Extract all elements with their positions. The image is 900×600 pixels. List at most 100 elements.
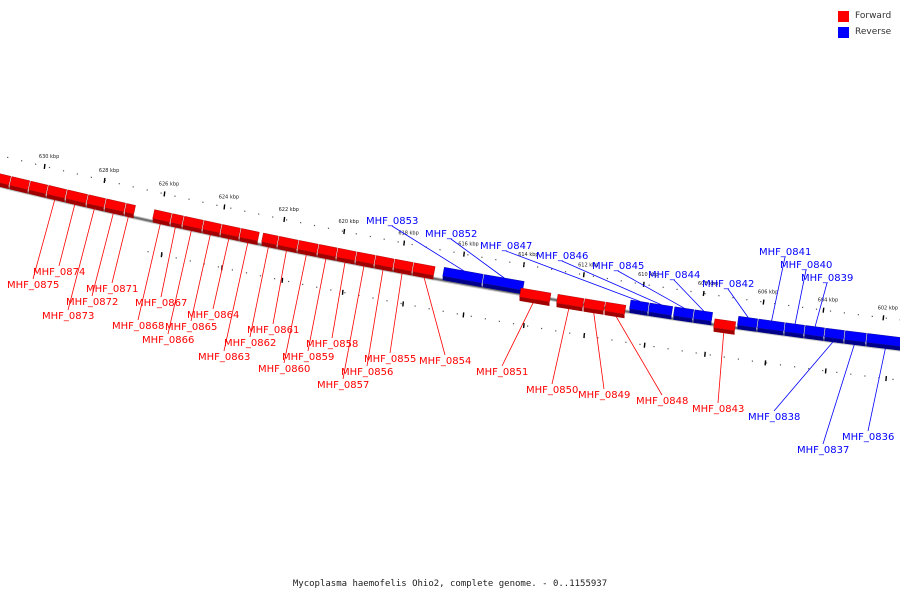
gene-label[interactable]: MHF_0839 bbox=[801, 273, 853, 284]
gene-mhf-0840[interactable] bbox=[784, 322, 805, 335]
leader-line bbox=[617, 270, 685, 309]
gene-label[interactable]: MHF_0872 bbox=[66, 297, 118, 308]
gene-label[interactable]: MHF_0859 bbox=[282, 352, 334, 363]
gene-mhf-0847[interactable] bbox=[629, 299, 650, 312]
gene-label[interactable]: MHF_0837 bbox=[797, 445, 849, 456]
gene-mhf-0850[interactable] bbox=[556, 294, 585, 308]
gene-label[interactable]: MHF_0874 bbox=[33, 267, 85, 278]
gene-label[interactable]: MHF_0867 bbox=[135, 298, 187, 309]
gene-mhf-0860[interactable] bbox=[297, 240, 319, 254]
tick-mark bbox=[463, 251, 466, 257]
gene-label[interactable]: MHF_0849 bbox=[578, 390, 630, 401]
gene-box-side bbox=[0, 182, 9, 189]
gene-mhf-0837[interactable] bbox=[844, 330, 867, 343]
gene-label[interactable]: MHF_0861 bbox=[247, 325, 299, 336]
gene-mhf-0857[interactable] bbox=[355, 251, 376, 265]
gene-label[interactable]: MHF_0844 bbox=[648, 270, 700, 281]
gene-mhf-0848[interactable] bbox=[604, 301, 627, 315]
gene-mhf-0841[interactable] bbox=[757, 318, 785, 332]
ruler-dot bbox=[76, 173, 78, 175]
gene-label[interactable]: MHF_0868 bbox=[112, 321, 164, 332]
gene-label[interactable]: MHF_0856 bbox=[341, 367, 393, 378]
gene-label[interactable]: MHF_0845 bbox=[592, 261, 644, 272]
gene-mhf-0849[interactable] bbox=[583, 298, 606, 312]
gene-mhf-0862[interactable] bbox=[261, 232, 279, 246]
ruler-dot bbox=[344, 292, 346, 294]
gene-label[interactable]: MHF_0848 bbox=[636, 396, 688, 407]
gene-label[interactable]: MHF_0857 bbox=[317, 380, 369, 391]
gene-label[interactable]: MHF_0873 bbox=[42, 311, 94, 322]
gene-label[interactable]: MHF_0846 bbox=[536, 251, 588, 262]
gene-label[interactable]: MHF_0860 bbox=[258, 364, 310, 375]
gene-box-side bbox=[442, 276, 482, 288]
leader-line bbox=[331, 258, 346, 339]
gene-mhf-0853[interactable] bbox=[442, 267, 484, 284]
gene-mhf-0851[interactable] bbox=[519, 287, 552, 303]
gene-label[interactable]: MHF_0842 bbox=[702, 279, 754, 290]
ruler-dot bbox=[146, 189, 148, 191]
ruler-dot bbox=[620, 280, 622, 282]
gene-label[interactable]: MHF_0847 bbox=[480, 241, 532, 252]
gene-mhf-0858[interactable] bbox=[336, 247, 357, 261]
gene-mhf-0855[interactable] bbox=[393, 258, 414, 272]
gene-label[interactable]: MHF_0838 bbox=[748, 412, 800, 423]
gene-label[interactable]: MHF_0862 bbox=[224, 338, 276, 349]
gene-mhf-0839[interactable] bbox=[804, 325, 825, 338]
ruler-dot bbox=[400, 302, 402, 305]
gene-box-side bbox=[737, 325, 757, 332]
gene-mhf-0867[interactable] bbox=[170, 213, 184, 226]
leader-line bbox=[794, 269, 807, 325]
gene-mhf-0859[interactable] bbox=[317, 244, 338, 258]
gene-label[interactable]: MHF_0871 bbox=[86, 284, 138, 295]
gene-mhf-0854[interactable] bbox=[412, 262, 436, 276]
gene-mhf-0856[interactable] bbox=[374, 255, 395, 269]
gene-mhf-0872[interactable] bbox=[104, 198, 126, 213]
gene-box[interactable] bbox=[0, 173, 12, 186]
gene-box[interactable] bbox=[9, 176, 31, 190]
gene-mhf-0845[interactable] bbox=[673, 306, 695, 319]
tick-label: 604 kbp bbox=[818, 298, 838, 304]
gene-label[interactable]: MHF_0841 bbox=[759, 247, 811, 258]
gene-mhf-0871[interactable] bbox=[124, 203, 136, 215]
gene-label[interactable]: MHF_0851 bbox=[476, 367, 528, 378]
ruler-dot bbox=[62, 170, 65, 172]
gene-label[interactable]: MHF_0850 bbox=[526, 385, 578, 396]
gene-label[interactable]: MHF_0863 bbox=[198, 352, 250, 363]
gene-mhf-0852[interactable] bbox=[482, 274, 525, 291]
gene-mhf-0874[interactable] bbox=[65, 189, 88, 204]
ruler-dot bbox=[779, 364, 782, 366]
ruler-dot bbox=[355, 233, 357, 235]
gene-mhf-0844[interactable] bbox=[693, 309, 713, 322]
gene-mhf-0842[interactable] bbox=[737, 315, 758, 329]
gene-mhf-0843[interactable] bbox=[713, 318, 737, 331]
gene-box-side bbox=[86, 203, 104, 212]
gene-label[interactable]: MHF_0866 bbox=[142, 335, 194, 346]
gene-mhf-0873[interactable] bbox=[86, 194, 106, 208]
gene-mhf-0861[interactable] bbox=[277, 236, 299, 250]
gene-label[interactable]: MHF_0840 bbox=[780, 260, 832, 271]
gene-label[interactable]: MHF_0853 bbox=[366, 216, 418, 227]
gene-mhf-0846[interactable] bbox=[648, 302, 674, 316]
gene-mhf-0865[interactable] bbox=[202, 220, 222, 234]
gene-label[interactable]: MHF_0865 bbox=[165, 322, 217, 333]
gene-mhf-0875[interactable] bbox=[46, 185, 67, 199]
ruler-dot bbox=[537, 266, 539, 268]
gene-mhf-0836[interactable] bbox=[866, 333, 900, 347]
legend-forward-label: Forward bbox=[855, 11, 892, 21]
gene-mhf-0863[interactable] bbox=[239, 228, 260, 242]
gene-label[interactable]: MHF_0855 bbox=[364, 354, 416, 365]
gene-label[interactable]: MHF_0858 bbox=[306, 339, 358, 350]
gene-mhf-0864[interactable] bbox=[220, 224, 241, 238]
gene-label[interactable]: MHF_0852 bbox=[425, 229, 477, 240]
gene-label[interactable]: MHF_0875 bbox=[7, 280, 59, 291]
gene-box-side bbox=[9, 185, 28, 194]
gene-mhf-0868[interactable] bbox=[152, 209, 172, 223]
gene-box[interactable] bbox=[28, 180, 49, 195]
gene-mhf-0838[interactable] bbox=[824, 327, 845, 340]
ruler-dot bbox=[765, 362, 768, 364]
gene-label[interactable]: MHF_0864 bbox=[187, 310, 239, 321]
gene-label[interactable]: MHF_0854 bbox=[419, 356, 471, 367]
gene-label[interactable]: MHF_0836 bbox=[842, 432, 894, 443]
gene-label[interactable]: MHF_0843 bbox=[692, 404, 744, 415]
gene-mhf-0866[interactable] bbox=[182, 215, 204, 230]
